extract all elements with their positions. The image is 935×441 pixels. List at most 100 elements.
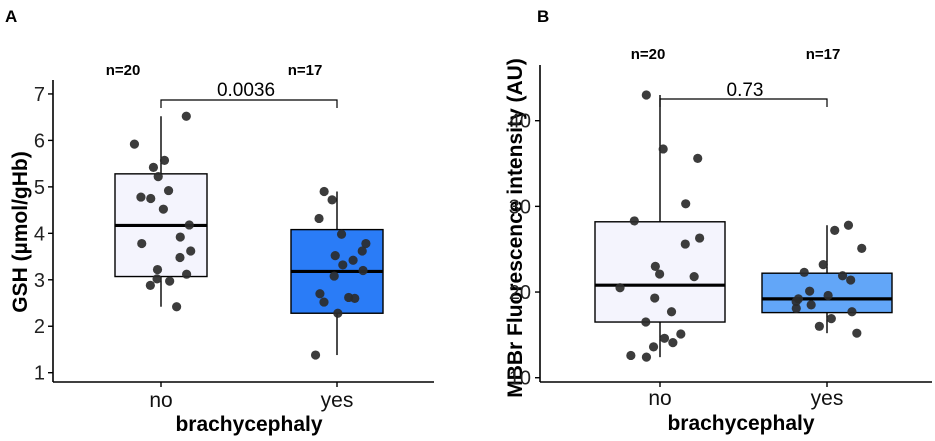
panel-a-point-no — [136, 192, 146, 202]
panel-b-point-yes — [806, 300, 816, 310]
panel-b-point-no — [668, 337, 678, 348]
panel-a-point-no — [181, 111, 191, 121]
panel-a-point-no — [145, 280, 155, 290]
panel-b-point-no — [681, 199, 691, 209]
panel-a-x-title: brachycephaly — [175, 413, 322, 436]
panel-a-point-no — [182, 269, 192, 279]
panel-b-n-yes: n=17 — [806, 46, 841, 63]
panel-b-y-tick-label: 10 — [509, 368, 531, 390]
panel-a-point-yes — [350, 293, 360, 303]
panel-a-point-yes — [338, 260, 348, 270]
panel-b-y-tick-label: 40 — [509, 111, 531, 133]
panel-b-point-yes — [830, 225, 840, 235]
panel-a-point-no — [165, 276, 175, 286]
panel-a-point-yes — [319, 297, 329, 307]
panel-a-point-yes — [348, 255, 358, 265]
panel-b-x-title: brachycephaly — [667, 412, 814, 435]
panel-a-p-value: 0.0036 — [217, 80, 275, 101]
panel-a-significance-bracket — [160, 99, 338, 108]
panel-b-y-tick-label: 30 — [509, 196, 531, 218]
panel-b-x-label-no: no — [648, 387, 671, 410]
panel-b-point-no — [650, 293, 660, 303]
panel-a-x-label-yes: yes — [321, 389, 354, 412]
panel-a-point-no — [148, 162, 159, 172]
panel-b-point-yes — [852, 328, 862, 338]
panel-a-point-no — [172, 302, 182, 312]
panel-b-point-no — [666, 307, 677, 317]
panel-b-n-no: n=20 — [631, 46, 666, 63]
panel-a-y-tick-label: 2 — [34, 316, 45, 338]
panel-b-point-yes — [818, 260, 828, 270]
panel-a-y-tick-label: 7 — [34, 84, 45, 106]
panel-b-y-tick-label: 20 — [509, 282, 531, 304]
panel-b-point-yes — [814, 321, 824, 331]
panel-b-x-label-yes: yes — [811, 387, 844, 410]
panel-a-n-no: n=20 — [106, 62, 141, 79]
panel-a-point-no — [159, 155, 170, 165]
panel-b-point-no — [650, 261, 660, 271]
panel-b-point-no — [689, 272, 699, 282]
panel-a-n-yes: n=17 — [288, 62, 323, 79]
panel-b-y-title: MBBr Fluorescence intensity (AU) — [504, 58, 527, 398]
panel-b-p-value: 0.73 — [727, 80, 764, 101]
panel-b-point-no — [615, 283, 625, 293]
panel-b-point-no — [641, 90, 651, 100]
panel-a-y-title: GSH (µmol/gHb) — [9, 151, 32, 312]
panel-a-point-no — [152, 274, 162, 284]
panel-a-point-no — [152, 264, 163, 275]
panel-b-point-no — [695, 233, 705, 243]
panel-a-point-yes — [336, 229, 347, 239]
panel-a-point-no — [129, 139, 140, 149]
panel-b-letter: B — [537, 7, 549, 26]
panel-b-point-no — [641, 352, 652, 362]
panel-a-point-no — [137, 238, 147, 249]
panel-b-point-yes — [857, 243, 867, 253]
panel-a-point-yes — [327, 195, 337, 205]
panel-b-point-no — [680, 239, 690, 249]
panel-a-y-tick-label: 4 — [34, 223, 45, 245]
panel-a-plot-area: 1 2 3 4 5 6 7 — [34, 80, 434, 387]
panel-b-point-no — [629, 216, 639, 226]
panel-a-y-tick-label: 6 — [34, 130, 45, 152]
panel-a-point-yes — [310, 350, 321, 360]
panel-b-point-no — [659, 333, 670, 343]
panel-a-letter: A — [5, 7, 17, 26]
panel-b-point-yes — [791, 303, 801, 313]
panel-b-point-no — [626, 350, 636, 361]
panel-a-point-no — [158, 204, 168, 214]
panel-a-point-yes — [357, 246, 367, 256]
panel-a-point-no — [175, 252, 185, 263]
panel-a-point-no — [186, 246, 196, 256]
panel-a-point-yes — [358, 265, 368, 276]
panel-a-point-no — [184, 220, 194, 230]
panel-a-point-yes — [333, 308, 343, 318]
panel-b-point-no — [658, 144, 668, 154]
panel-b-point-yes — [846, 275, 856, 285]
panel-b-point-yes — [823, 290, 833, 301]
panel-b-significance-bracket — [659, 98, 828, 107]
panel-b-point-no — [641, 317, 651, 327]
panel-b-point-no — [648, 342, 659, 352]
panel-b-point-yes — [843, 220, 854, 230]
panel-b-point-yes — [837, 271, 848, 281]
panel-a-y-tick-label: 3 — [34, 270, 45, 292]
panel-b-point-yes — [826, 314, 836, 324]
panel-a-point-no — [153, 172, 163, 182]
panel-a-y-tick-label: 5 — [34, 177, 45, 199]
panel-a-point-yes — [330, 251, 340, 261]
panel-a-point-yes — [314, 213, 324, 224]
panel-a-point-yes — [361, 238, 371, 249]
panel-b-point-yes — [847, 307, 857, 317]
panel-b-point-no — [676, 329, 686, 339]
panel-a-point-no — [146, 193, 156, 204]
panel-b-point-yes — [805, 286, 815, 296]
panel-a-y-tick-label: 1 — [34, 363, 45, 385]
panel-a-point-yes — [319, 186, 329, 197]
panel-b-point-no — [693, 153, 703, 163]
panel-b-point-no — [655, 269, 665, 279]
panel-a-point-no — [175, 232, 185, 242]
panel-a-point-no — [163, 185, 174, 196]
panel-a-point-yes — [315, 289, 325, 299]
panel-b-point-yes — [799, 267, 809, 277]
